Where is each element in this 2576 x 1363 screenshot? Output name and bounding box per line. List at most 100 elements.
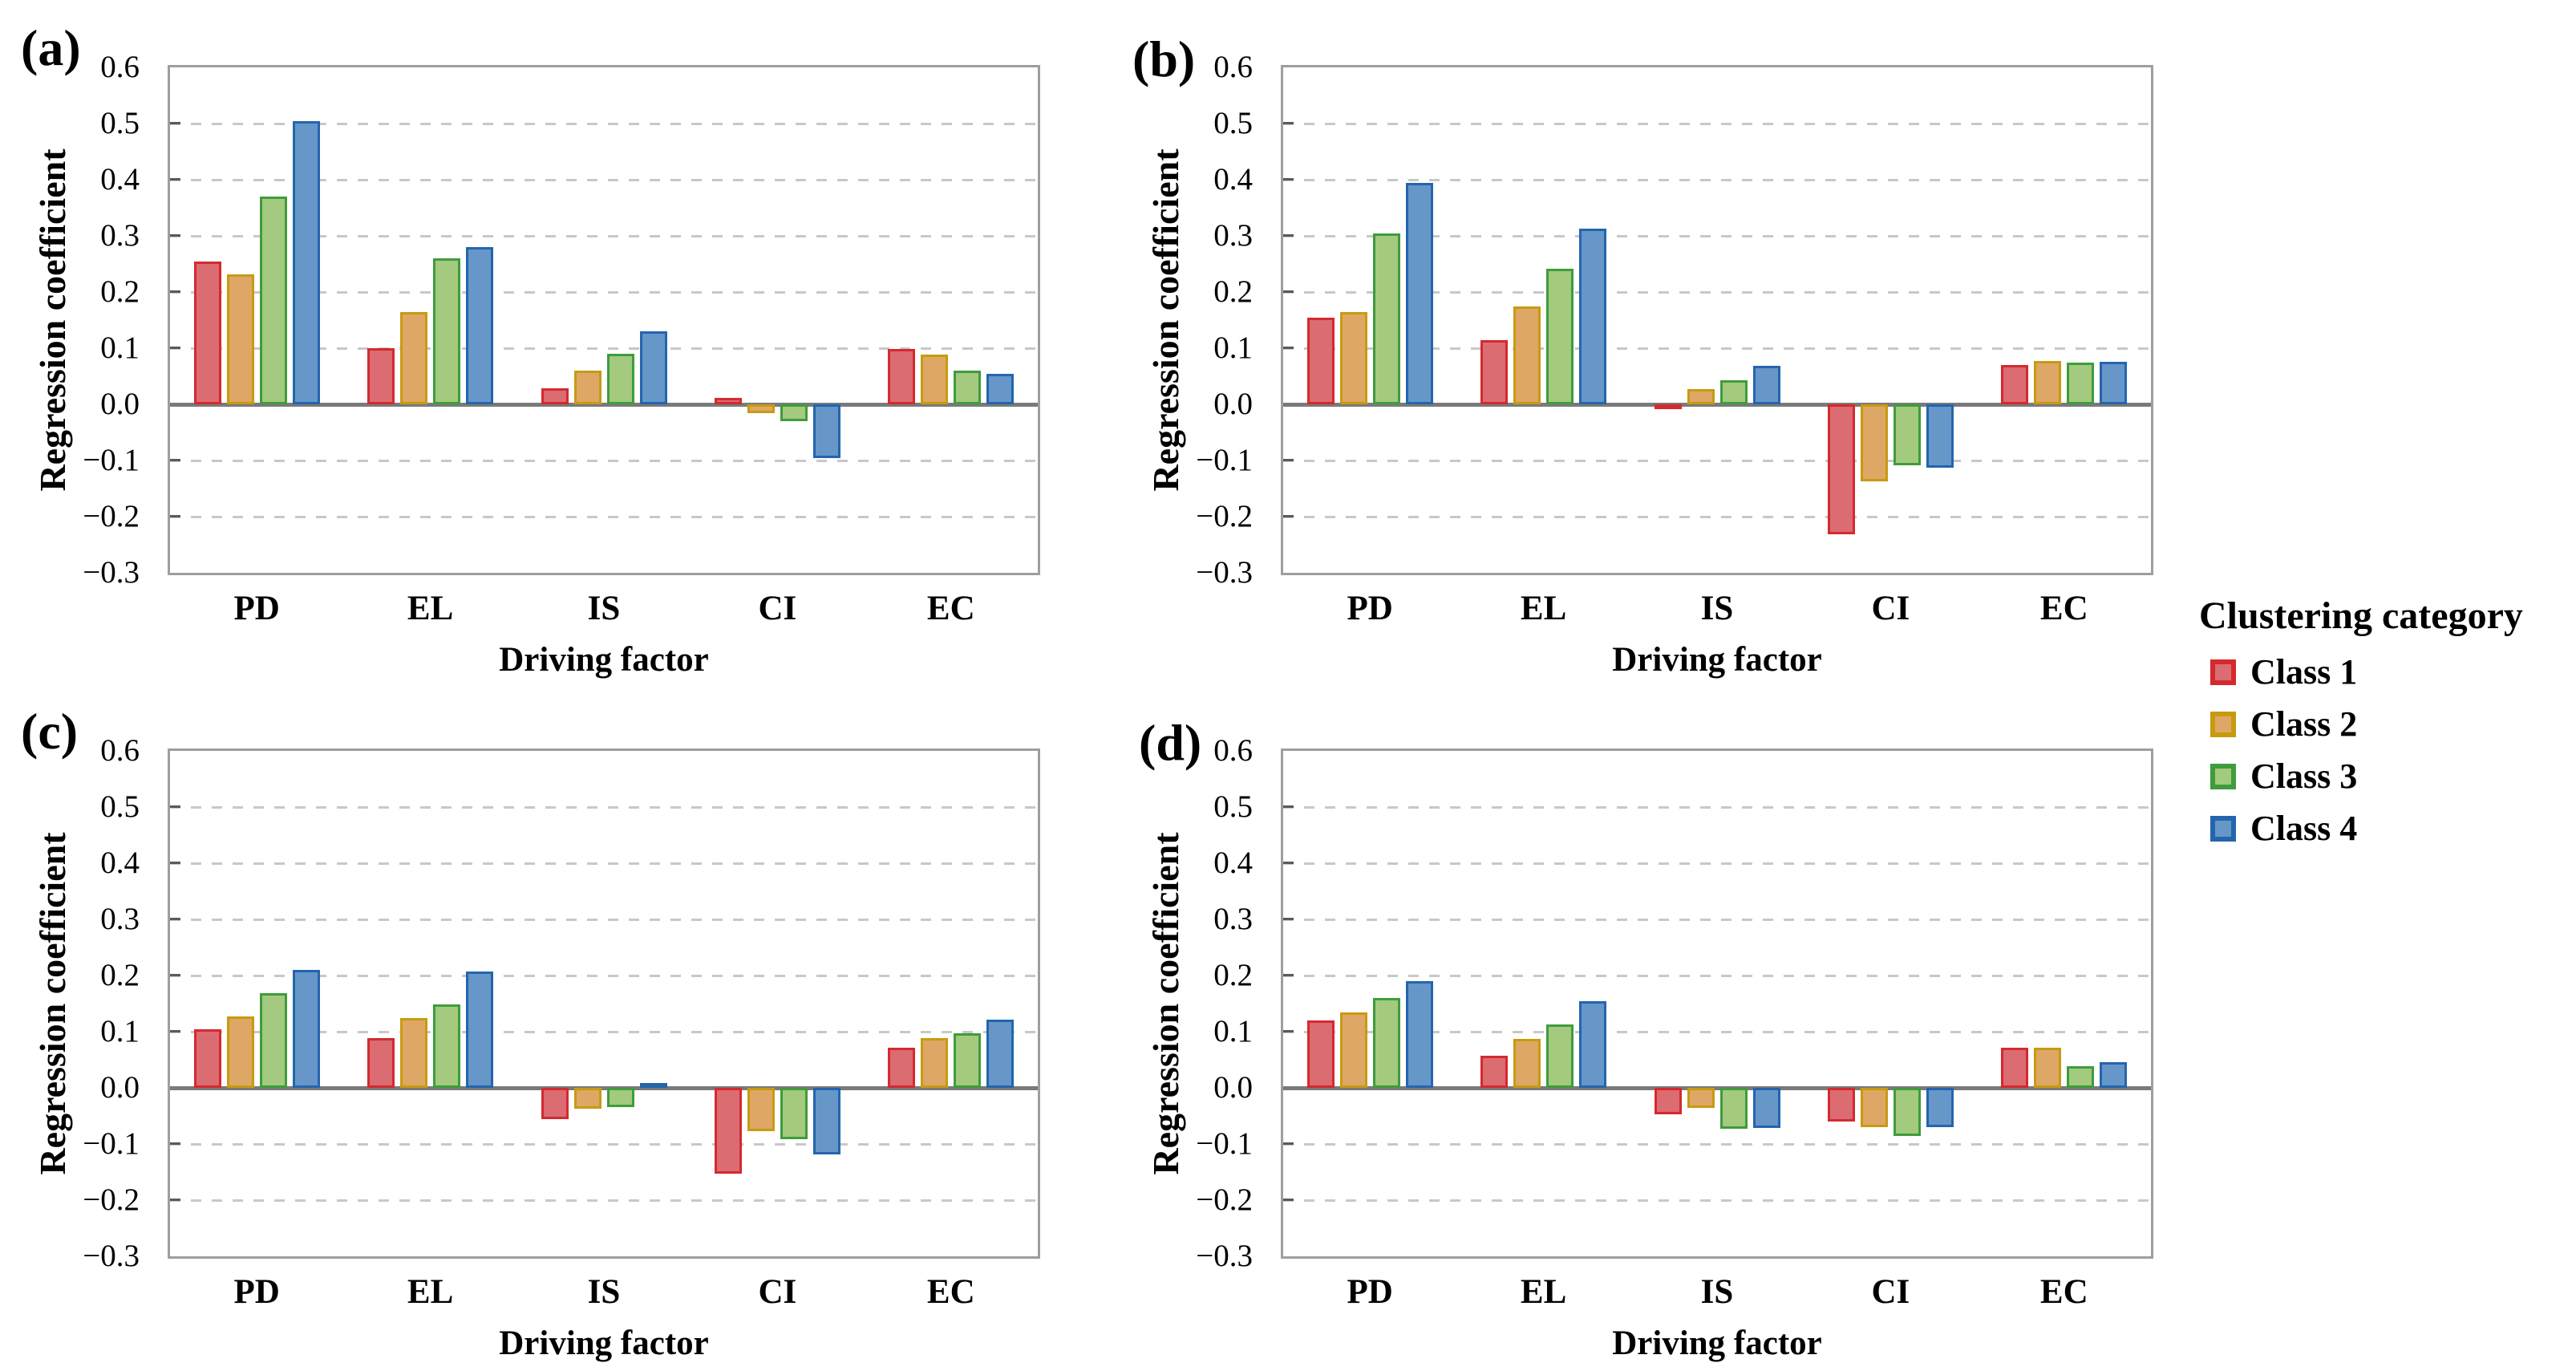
gridline (170, 347, 1038, 350)
gridline (1283, 1143, 2151, 1146)
gridline (1283, 235, 2151, 237)
gridline (170, 179, 1038, 181)
bar-pd-class-1 (1306, 317, 1335, 404)
bar-is-class-3 (606, 354, 634, 404)
y-tick-label: −0.1 (83, 1126, 140, 1161)
gridline (1283, 347, 2151, 350)
bar-is-class-2 (1687, 389, 1715, 404)
y-tick-label: 0.6 (100, 733, 140, 768)
axis-tick (170, 862, 180, 864)
axis-tick (170, 122, 180, 124)
bar-is-class-2 (573, 1088, 601, 1109)
y-tick-label: 0.4 (1213, 846, 1253, 880)
y-tick-label: 0.2 (1213, 958, 1253, 992)
bar-pd-class-2 (1339, 1012, 1367, 1088)
axis-tick (1283, 178, 1294, 181)
bar-ec-class-4 (986, 373, 1015, 404)
x-category-label: EC (2039, 1273, 2088, 1311)
x-category-label: CI (1871, 1273, 1910, 1311)
bar-pd-class-2 (226, 1016, 254, 1088)
bar-ci-class-2 (747, 404, 775, 413)
bar-ec-class-1 (2001, 365, 2029, 404)
bar-pd-class-3 (1372, 998, 1400, 1088)
y-tick-label: 0.2 (100, 274, 140, 309)
y-tick-label: 0.3 (1213, 218, 1253, 253)
axis-tick (1283, 862, 1294, 864)
bar-is-class-4 (1752, 1088, 1780, 1128)
y-tick-label: 0.4 (100, 162, 140, 197)
x-axis-title: Driving factor (499, 1324, 709, 1362)
y-tick-label: 0.0 (100, 1070, 140, 1105)
x-category-label: CI (758, 1273, 797, 1311)
bar-ci-class-3 (1893, 404, 1921, 466)
bar-el-class-1 (1480, 339, 1509, 404)
x-category-label: EL (407, 1273, 454, 1311)
axis-tick (1283, 918, 1294, 920)
x-category-label: CI (758, 590, 797, 627)
bar-ec-class-4 (986, 1020, 1015, 1088)
bar-ec-class-3 (954, 1033, 982, 1088)
bar-ec-class-4 (2100, 361, 2128, 404)
legend-label: Class 2 (2250, 704, 2358, 744)
gridline (170, 1031, 1038, 1033)
y-tick-label: 0.4 (100, 846, 140, 880)
x-category-label: EL (407, 590, 454, 627)
axis-tick (1283, 347, 1294, 349)
y-tick-label: 0.0 (1213, 387, 1253, 421)
axis-tick (1283, 1142, 1294, 1145)
x-category-label: EC (2039, 590, 2088, 627)
bar-pd-class-1 (193, 261, 221, 404)
bar-ec-class-3 (2067, 363, 2095, 404)
bar-el-class-2 (1513, 306, 1541, 404)
bar-pd-class-4 (292, 120, 320, 404)
x-category-label: PD (1347, 590, 1393, 627)
bar-ec-class-1 (2001, 1048, 2029, 1088)
gridline (1283, 516, 2151, 518)
legend-swatch-class-3 (2210, 764, 2236, 789)
bar-el-class-2 (1513, 1039, 1541, 1088)
bar-is-class-2 (573, 371, 601, 404)
axis-tick (170, 515, 180, 517)
gridline (1283, 1199, 2151, 1202)
bar-ec-class-3 (954, 371, 982, 404)
bar-el-class-1 (367, 348, 395, 404)
panel-label: (c) (21, 703, 79, 760)
gridline (170, 1143, 1038, 1146)
bar-is-class-3 (1719, 1088, 1748, 1130)
gridline (170, 862, 1038, 865)
bar-ci-class-1 (1827, 1088, 1855, 1122)
y-tick-label: −0.3 (1196, 1239, 1253, 1273)
bar-ec-class-1 (888, 349, 916, 404)
bar-pd-class-3 (1372, 233, 1400, 404)
x-category-label: IS (1700, 1273, 1734, 1311)
axis-tick (1283, 1199, 1294, 1201)
bar-el-class-4 (1579, 228, 1607, 404)
bar-el-class-4 (1579, 1000, 1607, 1088)
x-category-label: IS (587, 1273, 621, 1311)
bar-pd-class-4 (292, 970, 320, 1088)
y-tick-label: 0.6 (1213, 733, 1253, 768)
axis-tick (170, 347, 180, 349)
axis-tick (170, 1030, 180, 1032)
axis-tick (1283, 459, 1294, 461)
y-tick-label: −0.3 (83, 555, 140, 590)
bar-is-class-1 (541, 388, 569, 404)
bar-ci-class-2 (1860, 404, 1888, 481)
gridline (1283, 919, 2151, 921)
x-category-label: EC (926, 1273, 975, 1311)
y-tick-label: 0.1 (1213, 331, 1253, 365)
legend-label: Class 1 (2250, 652, 2358, 692)
bar-ec-class-2 (921, 1038, 949, 1088)
bar-is-class-3 (1719, 379, 1748, 404)
x-category-label: PD (233, 590, 280, 627)
y-tick-label: 0.2 (1213, 274, 1253, 309)
legend-swatch-class-1 (2210, 659, 2236, 685)
bar-is-class-1 (1654, 1088, 1682, 1114)
axis-tick (170, 805, 180, 808)
bar-pd-class-1 (1306, 1020, 1335, 1088)
y-tick-label: 0.1 (1213, 1014, 1253, 1049)
bar-ci-class-2 (747, 1088, 775, 1131)
gridline (170, 235, 1038, 237)
zero-axis-line (170, 403, 1038, 407)
bar-ci-class-1 (714, 397, 742, 404)
